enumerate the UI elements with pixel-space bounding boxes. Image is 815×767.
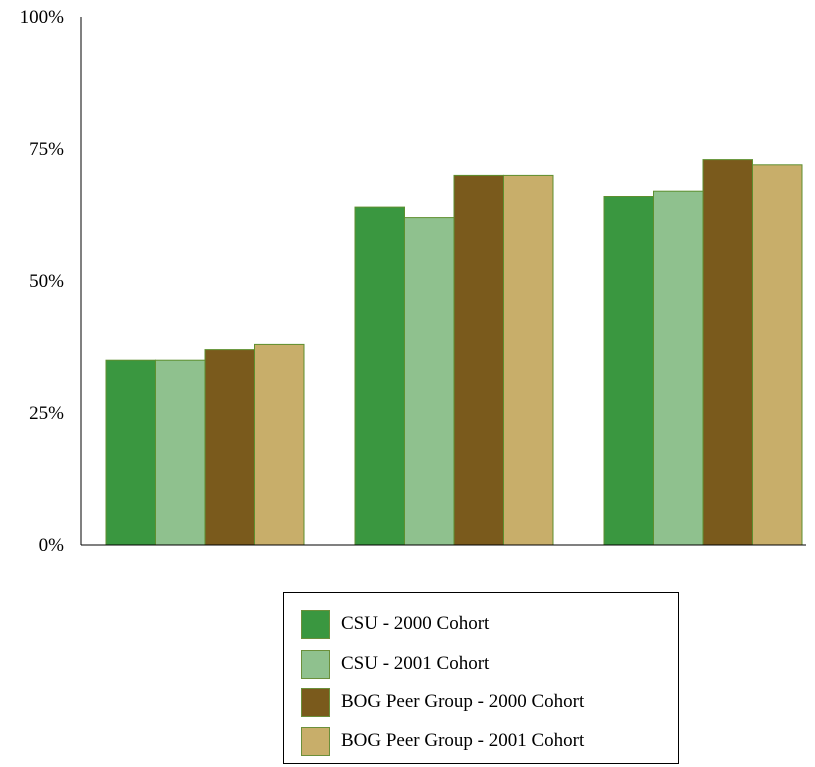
labels-layer: 0%25%50%75%100%Four YearsSix YearsEight …	[20, 7, 65, 556]
y-tick-label: 25%	[29, 403, 64, 424]
bar-0-series-3	[254, 343, 305, 546]
bar-1-series-2	[453, 174, 504, 546]
bar-2-series-1	[653, 190, 704, 546]
bar-0-series-1	[155, 359, 206, 546]
y-tick-label: 100%	[20, 7, 65, 28]
bar-1-series-0	[354, 206, 405, 546]
legend-swatch	[301, 609, 330, 639]
legend-item: BOG Peer Group - 2001 Cohort	[301, 726, 584, 756]
legend-item: BOG Peer Group - 2000 Cohort	[301, 687, 584, 717]
bar-1-series-1	[404, 217, 455, 546]
bar-2-series-2	[702, 159, 753, 546]
bar-2-series-0	[603, 196, 654, 546]
legend-swatch	[301, 649, 330, 679]
legend-label: BOG Peer Group - 2000 Cohort	[341, 691, 585, 712]
legend-item: CSU - 2001 Cohort	[301, 649, 489, 679]
bar-chart-plot: 0%25%50%75%100%Four YearsSix YearsEight …	[20, 7, 806, 556]
legend: CSU - 2000 Cohort CSU - 2001 Cohort BOG Pe…	[283, 592, 679, 764]
bars-layer	[105, 159, 803, 546]
legend-swatch	[301, 687, 330, 717]
y-tick-label: 75%	[29, 139, 64, 160]
bar-1-series-3	[503, 174, 554, 546]
legend-label: BOG Peer Group - 2001 Cohort	[341, 730, 585, 751]
legend-label: CSU - 2001 Cohort	[341, 653, 490, 674]
legend-swatch	[301, 726, 330, 756]
bar-2-series-3	[752, 164, 803, 546]
bar-0-series-0	[105, 359, 156, 546]
y-tick-label: 0%	[39, 535, 65, 556]
legend-label: CSU - 2000 Cohort	[341, 613, 490, 634]
y-tick-label: 50%	[29, 271, 64, 292]
bar-0-series-2	[204, 349, 255, 546]
axes-layer	[80, 17, 806, 546]
legend-item: CSU - 2000 Cohort	[301, 609, 489, 639]
